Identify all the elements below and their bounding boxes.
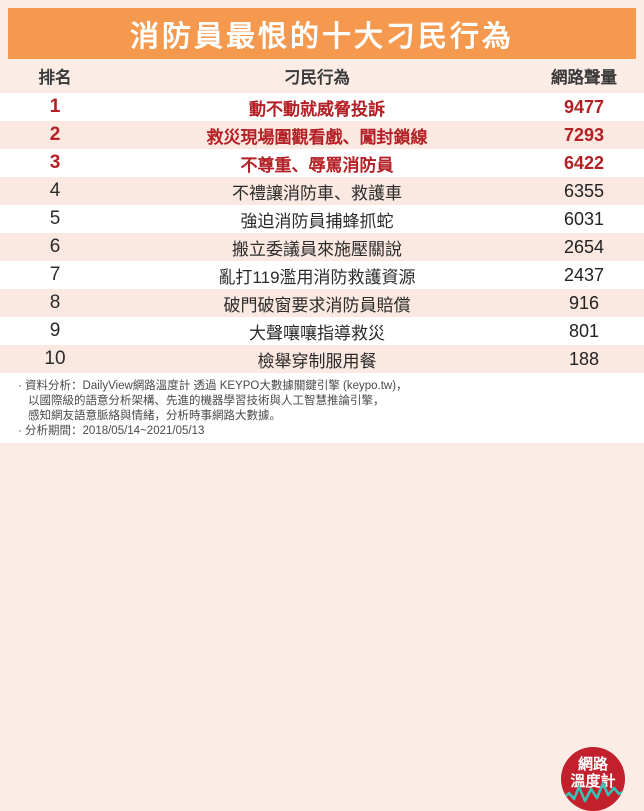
table-row: 6 搬立委議員來施壓關說 2654 <box>0 233 644 261</box>
volume-cell: 6422 <box>563 152 605 173</box>
analysis-period-line: · 分析期間：2018/05/14~2021/05/13 <box>18 425 205 437</box>
table-row: 1 動不動就威脅投訴 9477 <box>0 93 644 121</box>
volume-cell: 9477 <box>563 96 605 117</box>
behavior-cell: 強迫消防員捕蜂抓蛇 <box>240 211 394 231</box>
behavior-cell: 破門破窗要求消防員賠償 <box>223 295 411 315</box>
analysis-source-line: · 資料分析：DailyView網路溫度計 透過 KEYPO大數據關鍵引擎 (k… <box>18 380 408 392</box>
volume-cell: 6031 <box>563 208 605 229</box>
volume-cell: 6355 <box>563 180 605 201</box>
rank-cell: 9 <box>49 320 61 341</box>
footer-note: · 資料分析：DailyView網路溫度計 透過 KEYPO大數據關鍵引擎 (k… <box>0 373 644 811</box>
behavior-cell: 救災現場圍觀看戲、闖封鎖線 <box>206 127 428 147</box>
behavior-cell: 亂打119濫用消防救護資源 <box>218 267 416 287</box>
rank-cell: 7 <box>49 264 61 285</box>
column-header-rank: 排名 <box>38 69 72 87</box>
infographic: 消防員最恨的十大刁民行為 排名 刁民行為 網路聲量 1 動不動就威脅投訴 947… <box>0 8 644 811</box>
page-title: 消防員最恨的十大刁民行為 <box>129 20 514 53</box>
volume-cell: 2654 <box>563 236 605 257</box>
behavior-cell: 動不動就威脅投訴 <box>249 99 385 119</box>
table-row: 9 大聲嚷嚷指導救災 801 <box>0 317 644 345</box>
rank-cell: 2 <box>49 124 61 145</box>
ranking-table: 排名 刁民行為 網路聲量 1 動不動就威脅投訴 9477 2 救災現場圍觀看戲、… <box>0 59 644 373</box>
column-header-behavior: 刁民行為 <box>284 69 350 87</box>
table-row: 10 檢舉穿制服用餐 188 <box>0 345 644 373</box>
behavior-cell: 不禮讓消防車、救護車 <box>232 183 402 203</box>
table-row: 2 救災現場圍觀看戲、闖封鎖線 7293 <box>0 121 644 149</box>
thermometer-logo: 網路 溫度計 <box>561 747 625 811</box>
rank-cell: 4 <box>49 180 61 201</box>
rank-cell: 8 <box>49 292 61 313</box>
analysis-source-line: 感知網友語意脈絡與情緒，分析時事網路大數據。 <box>28 410 281 422</box>
behavior-cell: 大聲嚷嚷指導救災 <box>249 323 385 343</box>
rank-cell: 6 <box>49 236 61 257</box>
behavior-cell: 搬立委議員來施壓關說 <box>232 239 402 259</box>
rank-cell: 3 <box>49 152 61 173</box>
volume-cell: 7293 <box>563 124 605 145</box>
waveform-icon <box>561 781 625 803</box>
analysis-note: · 資料分析：DailyView網路溫度計 透過 KEYPO大數據關鍵引擎 (k… <box>12 379 552 439</box>
table-row: 7 亂打119濫用消防救護資源 2437 <box>0 261 644 289</box>
volume-cell: 188 <box>568 348 600 369</box>
title-band: 消防員最恨的十大刁民行為 <box>8 8 636 59</box>
rank-cell: 10 <box>44 348 66 369</box>
behavior-cell: 檢舉穿制服用餐 <box>257 351 377 371</box>
table-header-row: 排名 刁民行為 網路聲量 <box>0 59 644 93</box>
table-row: 8 破門破窗要求消防員賠償 916 <box>0 289 644 317</box>
volume-cell: 916 <box>568 292 600 313</box>
rank-cell: 1 <box>49 96 61 117</box>
volume-cell: 801 <box>568 320 600 341</box>
behavior-cell: 不尊重、辱罵消防員 <box>240 155 394 175</box>
volume-cell: 2437 <box>563 264 605 285</box>
table-row: 5 強迫消防員捕蜂抓蛇 6031 <box>0 205 644 233</box>
rank-cell: 5 <box>49 208 61 229</box>
analysis-source-line: 以國際級的語意分析架構、先進的機器學習技術與人工智慧推論引擎， <box>28 395 385 407</box>
table-row: 4 不禮讓消防車、救護車 6355 <box>0 177 644 205</box>
table-row: 3 不尊重、辱罵消防員 6422 <box>0 149 644 177</box>
column-header-volume: 網路聲量 <box>551 69 617 87</box>
